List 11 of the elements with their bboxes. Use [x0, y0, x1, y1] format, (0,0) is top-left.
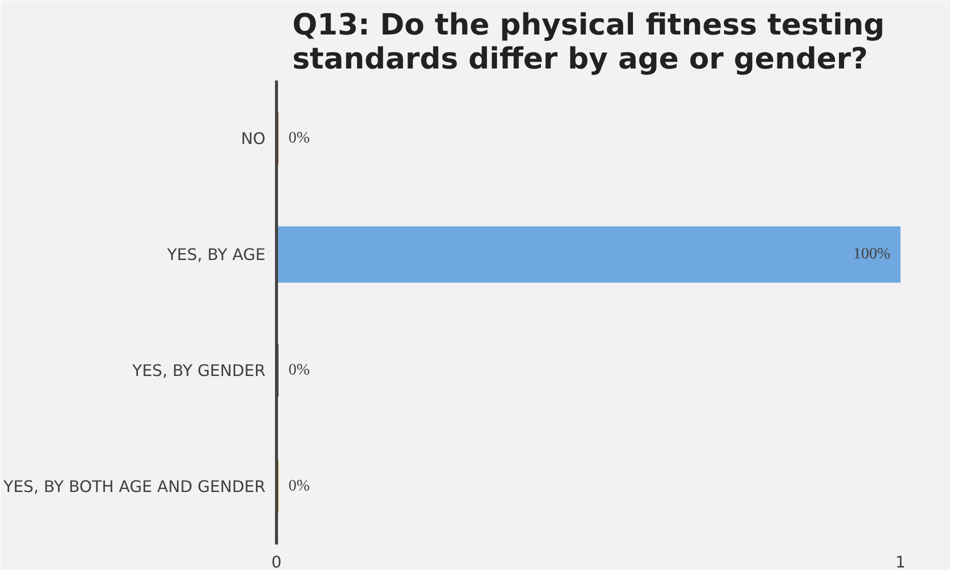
y-tick-label: YES, BY BOTH AGE AND GENDER: [2, 477, 266, 496]
data-label: 0%: [288, 478, 310, 494]
y-tick-label: YES, BY AGE: [166, 245, 266, 264]
y-tick-label: YES, BY GENDER: [131, 361, 266, 380]
x-tick-label: 1: [895, 552, 906, 572]
data-label: 0%: [288, 362, 310, 378]
chart-title: Q13: Do the physical fitness testing standards differ by age or gender?: [292, 8, 885, 76]
x-tick-label: 0: [271, 552, 282, 572]
data-label: 0%: [288, 130, 310, 146]
y-tick-label: NO: [240, 129, 266, 148]
data-label: 100%: [853, 246, 890, 262]
